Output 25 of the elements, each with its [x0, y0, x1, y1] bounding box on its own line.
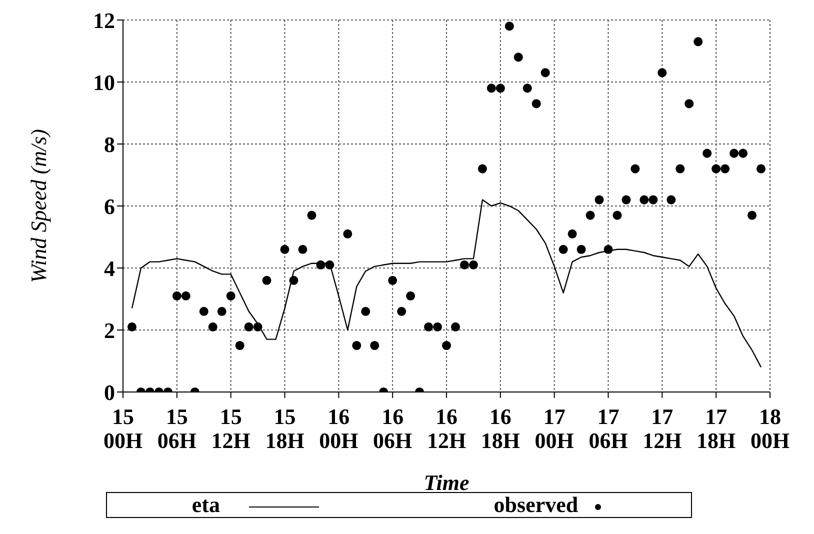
x-tick-label: 17 12H [642, 404, 682, 453]
y-axis-title: Wind Speed (m/s) [26, 129, 51, 283]
x-tick-label: 15 18H [265, 404, 304, 453]
x-tick-label: 16 18H [480, 404, 520, 453]
x-tick-label: 17 18H [696, 404, 736, 453]
x-tick-label: 17 06H [588, 404, 628, 453]
x-tick-label: 15 00H [103, 404, 143, 453]
y-tick-label: 2 [104, 318, 115, 343]
y-tick-label: 12 [93, 8, 115, 33]
x-tick-label: 15 06H [157, 404, 196, 453]
legend-label: observed [494, 492, 578, 517]
x-tick-label: 16 12H [426, 404, 466, 453]
y-tick-label: 10 [93, 70, 115, 95]
x-axis-title: Time [424, 470, 470, 495]
x-tick-label: 15 12H [211, 404, 250, 453]
y-tick-label: 6 [104, 194, 115, 219]
y-tick-label: 4 [104, 256, 115, 281]
y-tick-label: 0 [104, 380, 115, 405]
line-series [131, 199, 762, 368]
x-tick-label: 18 00H [750, 404, 790, 453]
y-tick-label: 8 [104, 132, 115, 157]
x-tick-label: 16 00H [319, 404, 358, 453]
legend-label: eta [192, 492, 220, 517]
x-tick-label: 16 06H [373, 404, 412, 453]
x-tick-label: 17 00H [534, 404, 574, 453]
